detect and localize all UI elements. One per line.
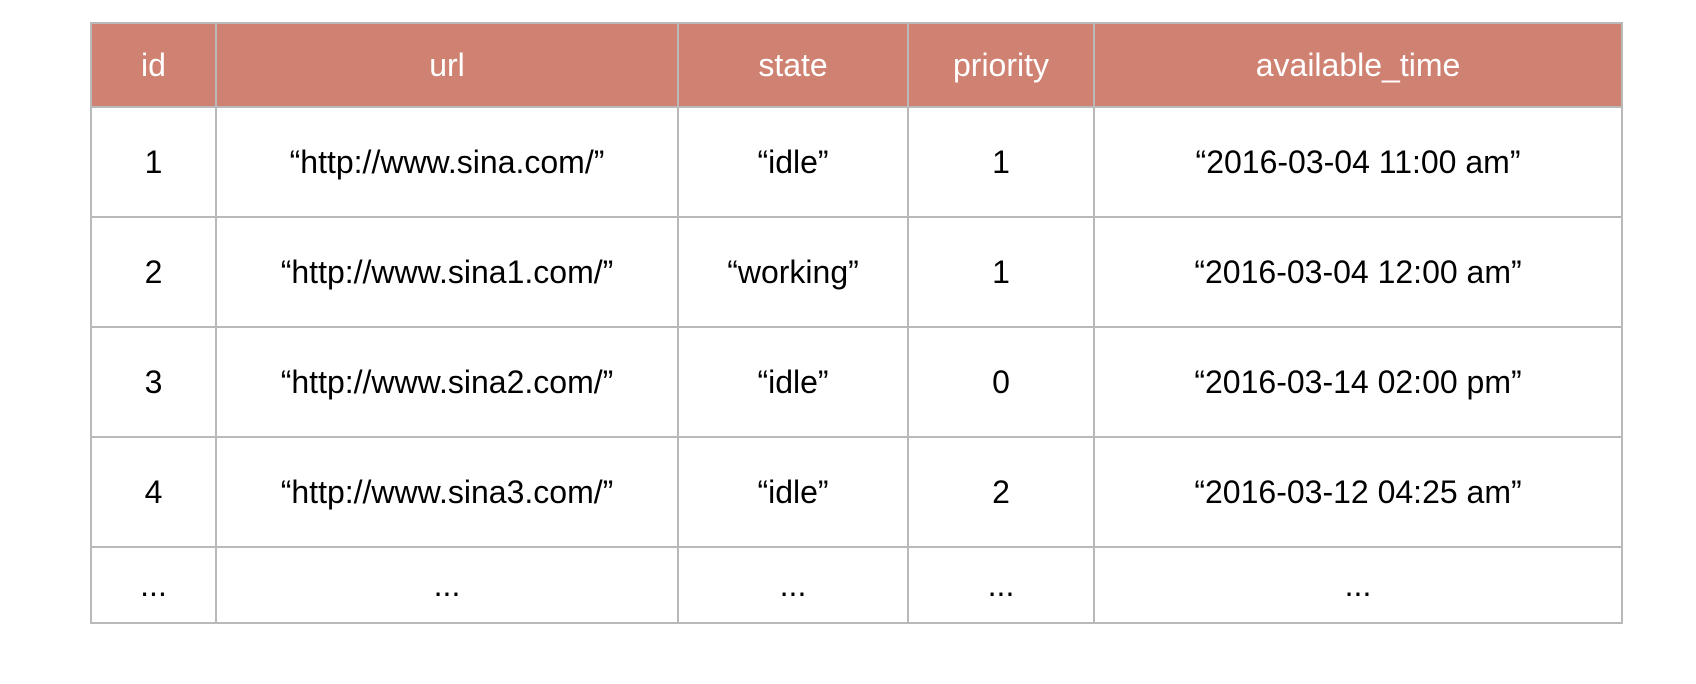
column-header-available-time: available_time	[1093, 22, 1623, 108]
cell-url: “http://www.sina.com/”	[215, 106, 679, 218]
cell-url: “http://www.sina1.com/”	[215, 216, 679, 328]
column-header-priority: priority	[907, 22, 1095, 108]
table-row: 3 “http://www.sina2.com/” “idle” 0 “2016…	[90, 326, 1623, 438]
cell-id: 4	[90, 436, 217, 548]
cell-priority: 0	[907, 326, 1095, 438]
cell-id: 2	[90, 216, 217, 328]
cell-available-time: “2016-03-12 04:25 am”	[1093, 436, 1623, 548]
table-row: 4 “http://www.sina3.com/” “idle” 2 “2016…	[90, 436, 1623, 548]
column-header-id: id	[90, 22, 217, 108]
cell-available-time: “2016-03-14 02:00 pm”	[1093, 326, 1623, 438]
cell-url: “http://www.sina3.com/”	[215, 436, 679, 548]
cell-state: “idle”	[677, 326, 909, 438]
column-header-state: state	[677, 22, 909, 108]
data-table: id url state priority available_time 1 “…	[90, 22, 1623, 624]
column-header-url: url	[215, 22, 679, 108]
cell-id: 1	[90, 106, 217, 218]
cell-available-time: “2016-03-04 12:00 am”	[1093, 216, 1623, 328]
cell-url: ...	[215, 546, 679, 624]
cell-id: ...	[90, 546, 217, 624]
table-row-ellipsis: ... ... ... ... ...	[90, 546, 1623, 624]
cell-priority: ...	[907, 546, 1095, 624]
table-row: 1 “http://www.sina.com/” “idle” 1 “2016-…	[90, 106, 1623, 218]
cell-priority: 1	[907, 106, 1095, 218]
table-row: 2 “http://www.sina1.com/” “working” 1 “2…	[90, 216, 1623, 328]
cell-priority: 1	[907, 216, 1095, 328]
cell-state: “idle”	[677, 436, 909, 548]
cell-available-time: ...	[1093, 546, 1623, 624]
cell-priority: 2	[907, 436, 1095, 548]
cell-id: 3	[90, 326, 217, 438]
cell-url: “http://www.sina2.com/”	[215, 326, 679, 438]
cell-state: ...	[677, 546, 909, 624]
cell-available-time: “2016-03-04 11:00 am”	[1093, 106, 1623, 218]
table-container: id url state priority available_time 1 “…	[90, 22, 1623, 624]
cell-state: “working”	[677, 216, 909, 328]
table-header-row: id url state priority available_time	[90, 22, 1623, 108]
cell-state: “idle”	[677, 106, 909, 218]
